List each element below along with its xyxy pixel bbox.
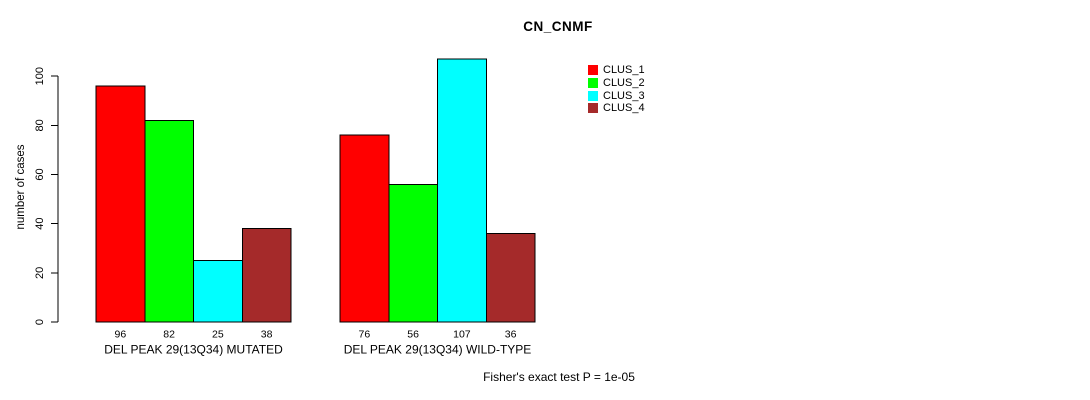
group-label: DEL PEAK 29(13Q34) WILD-TYPE [344,343,532,357]
bar-value-label: 56 [407,329,419,341]
y-tick-label: 0 [34,319,46,325]
legend-item: CLUS_4 [588,102,645,115]
legend-swatch [588,103,598,114]
legend-item: CLUS_1 [588,64,645,77]
bar-clus_1-group1 [95,85,146,323]
bar-value-label: 38 [261,329,273,341]
legend-label: CLUS_4 [603,102,645,115]
legend-label: CLUS_2 [603,77,645,90]
legend: CLUS_1 CLUS_2 CLUS_3 CLUS_4 [588,64,645,115]
y-tick-label: 20 [34,267,46,279]
legend-item: CLUS_3 [588,89,645,102]
bar-clus_2-group2 [388,183,438,323]
bar-value-label: 76 [359,329,371,341]
bar-clus_1-group2 [339,134,390,323]
bar-clus_4-group1 [241,228,292,323]
bar-value-label: 107 [453,329,471,341]
y-tick-label: 60 [34,168,46,180]
bar-clus_2-group1 [144,119,194,323]
y-tick-label: 40 [34,218,46,230]
chart-title: CN_CNMF [523,19,593,34]
bar-value-label: 96 [115,329,127,341]
bar-clus_3-group2 [437,58,487,323]
legend-label: CLUS_3 [603,89,645,102]
legend-label: CLUS_1 [603,64,645,77]
y-tick-label: 100 [34,67,46,85]
bar-value-label: 25 [212,329,224,341]
bar-clus_3-group1 [193,260,243,323]
bar-clus_4-group2 [485,233,536,323]
legend-swatch [588,65,598,76]
legend-swatch [588,78,598,89]
bar-value-label: 36 [505,329,517,341]
legend-item: CLUS_2 [588,77,645,90]
fisher-test-note: Fisher's exact test P = 1e-05 [483,370,635,384]
bar-value-label: 82 [163,329,175,341]
legend-swatch [588,90,598,101]
group-label: DEL PEAK 29(13Q34) MUTATED [104,343,283,357]
y-tick-label: 80 [34,119,46,131]
